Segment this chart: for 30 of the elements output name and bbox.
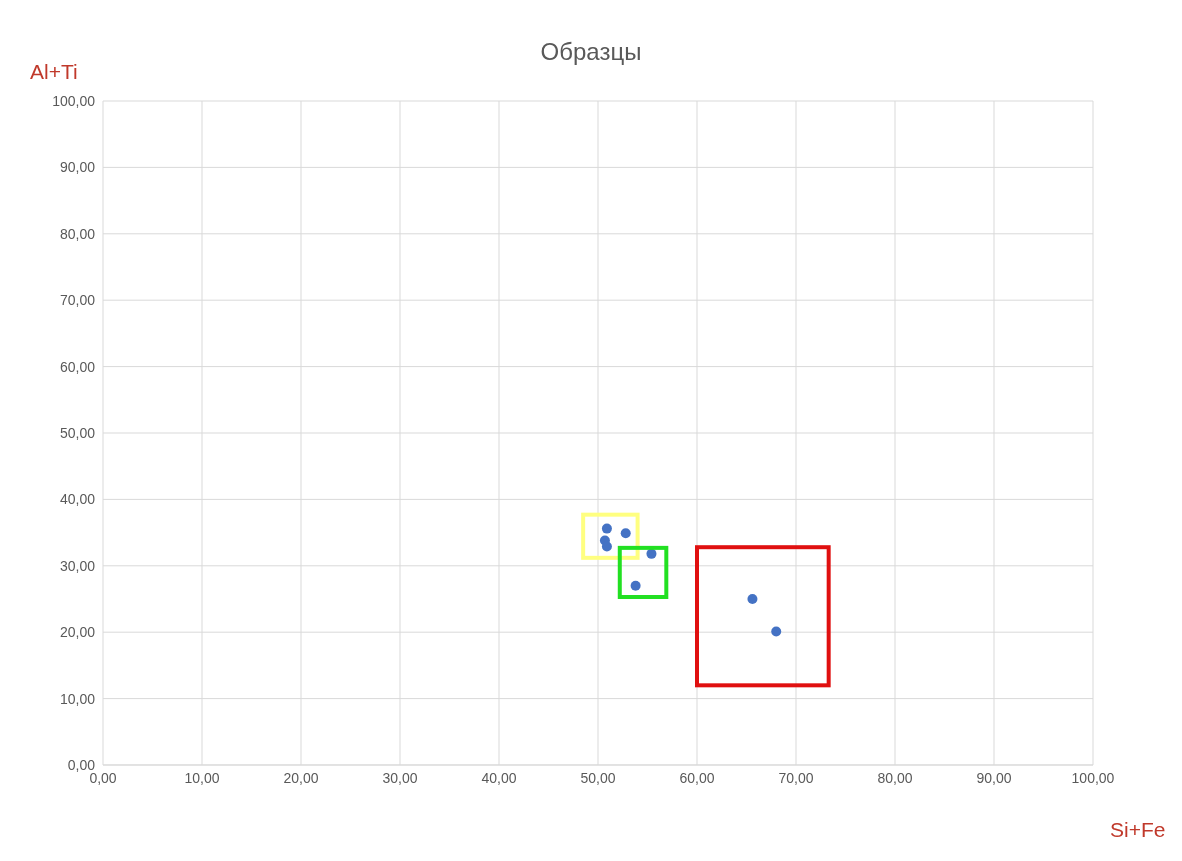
point	[601, 523, 612, 534]
point	[620, 528, 631, 539]
y-tick-label: 10,00	[59, 690, 96, 707]
point	[646, 548, 657, 559]
point	[771, 626, 782, 637]
x-tick-label: 100,00	[1071, 769, 1115, 786]
x-tick-label: 50,00	[580, 769, 616, 786]
y-tick-label: 90,00	[59, 159, 96, 176]
x-tick-label: 90,00	[976, 769, 1012, 786]
x-tick-label: 60,00	[679, 769, 715, 786]
y-tick-label: 60,00	[59, 358, 96, 375]
chart-title: Образцы	[540, 38, 642, 65]
x-tick-label: 40,00	[481, 769, 517, 786]
point	[630, 580, 641, 591]
x-tick-label: 70,00	[778, 769, 814, 786]
x-axis-title: Si+Fe	[1110, 818, 1166, 842]
y-tick-label: 20,00	[59, 624, 96, 641]
y-tick-label: 50,00	[59, 424, 96, 441]
x-tick-label: 20,00	[283, 769, 319, 786]
y-tick-label: 80,00	[59, 225, 96, 242]
y-axis-title: Al+Ti	[30, 60, 78, 84]
y-tick-label: 40,00	[59, 491, 96, 508]
point	[601, 541, 612, 552]
point	[747, 594, 758, 604]
y-tick-label: 100,00	[52, 92, 96, 109]
x-tick-label: 30,00	[382, 769, 418, 786]
x-tick-label: 10,00	[184, 769, 220, 786]
x-tick-label: 80,00	[877, 769, 913, 786]
y-tick-label: 30,00	[59, 557, 96, 574]
y-tick-label: 70,00	[59, 292, 96, 309]
